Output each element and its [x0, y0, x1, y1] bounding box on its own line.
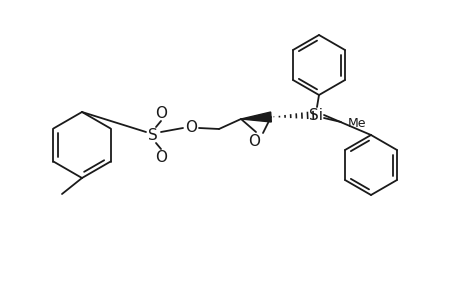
- Text: Me: Me: [347, 116, 366, 130]
- Text: O: O: [247, 134, 259, 148]
- Polygon shape: [241, 112, 271, 122]
- Text: O: O: [155, 106, 167, 121]
- Text: O: O: [155, 149, 167, 164]
- Text: O: O: [185, 119, 196, 134]
- Text: Si: Si: [308, 107, 322, 122]
- Text: S: S: [148, 128, 157, 142]
